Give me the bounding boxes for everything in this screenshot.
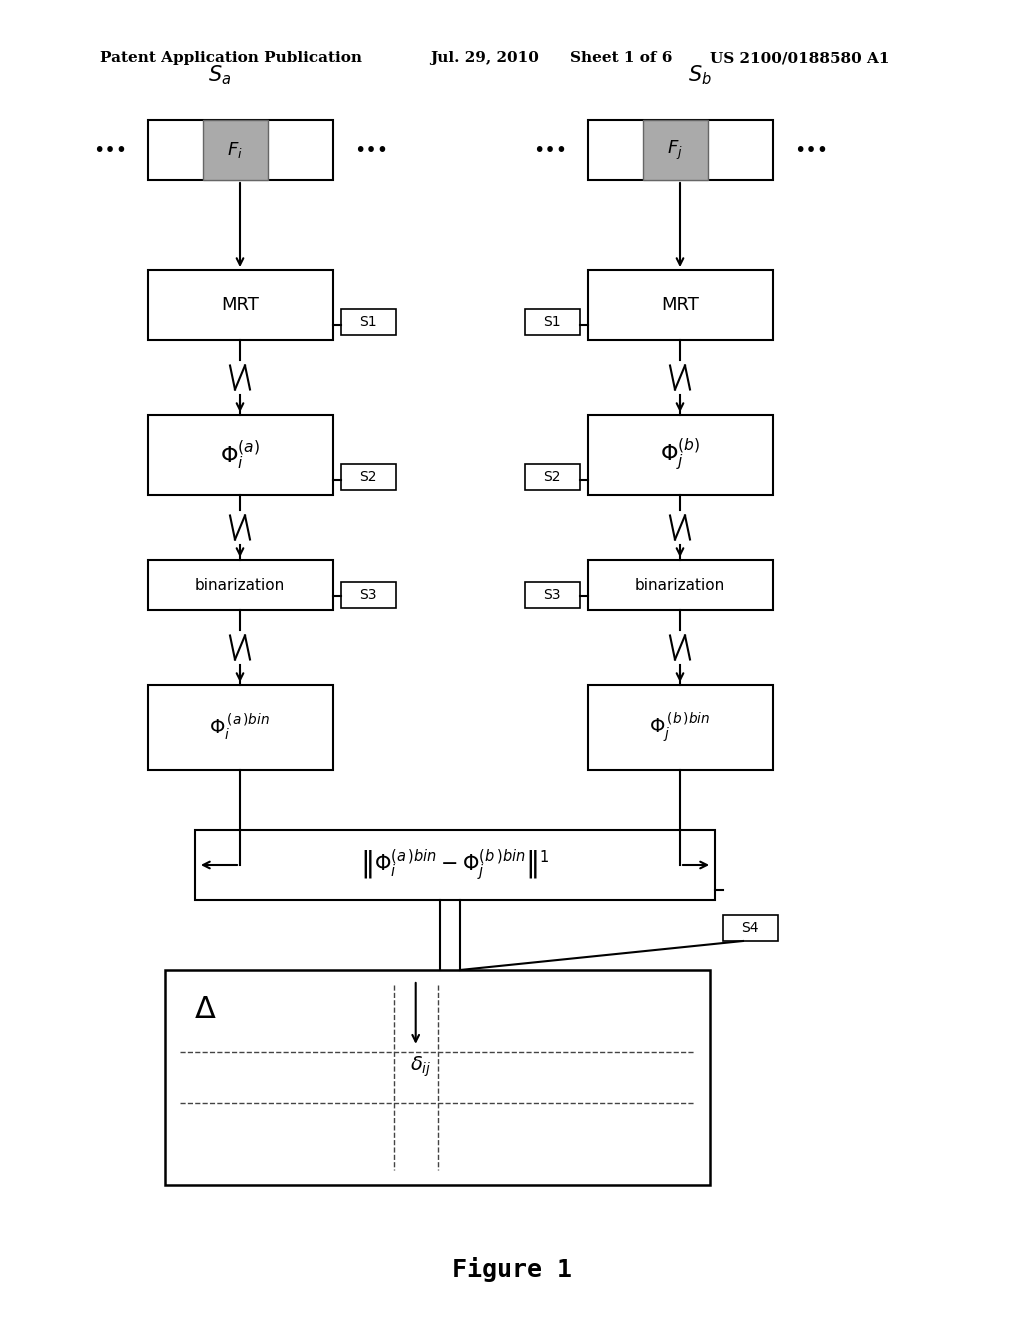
Bar bbox=[525, 465, 580, 490]
Bar bbox=[165, 970, 710, 1185]
Text: S2: S2 bbox=[359, 470, 377, 484]
Text: •••: ••• bbox=[354, 140, 388, 160]
Text: US 2100/0188580 A1: US 2100/0188580 A1 bbox=[710, 51, 890, 65]
Bar bbox=[195, 830, 715, 900]
Bar bbox=[341, 582, 396, 609]
Bar bbox=[588, 560, 773, 610]
Text: $S_a$: $S_a$ bbox=[208, 63, 231, 87]
Bar bbox=[203, 120, 268, 180]
Text: Patent Application Publication: Patent Application Publication bbox=[100, 51, 362, 65]
Bar bbox=[148, 120, 333, 180]
Bar bbox=[643, 120, 708, 180]
Text: •••: ••• bbox=[532, 140, 567, 160]
Bar bbox=[588, 685, 773, 770]
Text: Jul. 29, 2010: Jul. 29, 2010 bbox=[430, 51, 539, 65]
Bar bbox=[588, 271, 773, 341]
Bar bbox=[341, 309, 396, 335]
Text: $\delta_{ij}$: $\delta_{ij}$ bbox=[410, 1055, 431, 1078]
Bar bbox=[643, 120, 708, 180]
Text: S3: S3 bbox=[359, 587, 377, 602]
Text: $\Phi_i^{(a)}$: $\Phi_i^{(a)}$ bbox=[220, 438, 260, 471]
Text: $F_i$: $F_i$ bbox=[227, 140, 243, 160]
Bar bbox=[148, 271, 333, 341]
Text: MRT: MRT bbox=[221, 296, 259, 314]
Bar bbox=[588, 120, 773, 180]
Bar bbox=[341, 465, 396, 490]
Bar bbox=[148, 685, 333, 770]
Text: MRT: MRT bbox=[662, 296, 699, 314]
Text: $\left\|\Phi_i^{(a\,)bin} - \Phi_j^{(b\,)bin}\right\|^1$: $\left\|\Phi_i^{(a\,)bin} - \Phi_j^{(b\,… bbox=[360, 847, 550, 883]
Text: S1: S1 bbox=[543, 315, 561, 329]
Text: $\Phi_j^{(b)}$: $\Phi_j^{(b)}$ bbox=[659, 437, 700, 473]
Text: $\Delta$: $\Delta$ bbox=[194, 995, 216, 1024]
Text: $S_b$: $S_b$ bbox=[688, 63, 712, 87]
Text: binarization: binarization bbox=[195, 578, 285, 593]
Text: $\Phi_j^{\,(b\,)bin}$: $\Phi_j^{\,(b\,)bin}$ bbox=[649, 710, 711, 744]
Bar bbox=[148, 414, 333, 495]
Text: $\Phi_i^{\,(a\,)bin}$: $\Phi_i^{\,(a\,)bin}$ bbox=[210, 711, 270, 742]
Text: S1: S1 bbox=[359, 315, 377, 329]
Bar bbox=[525, 309, 580, 335]
Text: S2: S2 bbox=[544, 470, 561, 484]
Bar bbox=[148, 560, 333, 610]
Text: Sheet 1 of 6: Sheet 1 of 6 bbox=[570, 51, 673, 65]
Text: $F_j$: $F_j$ bbox=[667, 139, 683, 161]
Text: •••: ••• bbox=[794, 140, 828, 160]
Bar bbox=[525, 582, 580, 609]
Bar bbox=[588, 414, 773, 495]
Text: binarization: binarization bbox=[635, 578, 725, 593]
Text: •••: ••• bbox=[93, 140, 127, 160]
Text: S4: S4 bbox=[741, 921, 759, 935]
Bar bbox=[203, 120, 268, 180]
Bar bbox=[723, 915, 778, 941]
Text: S3: S3 bbox=[544, 587, 561, 602]
Text: Figure 1: Figure 1 bbox=[452, 1258, 572, 1283]
